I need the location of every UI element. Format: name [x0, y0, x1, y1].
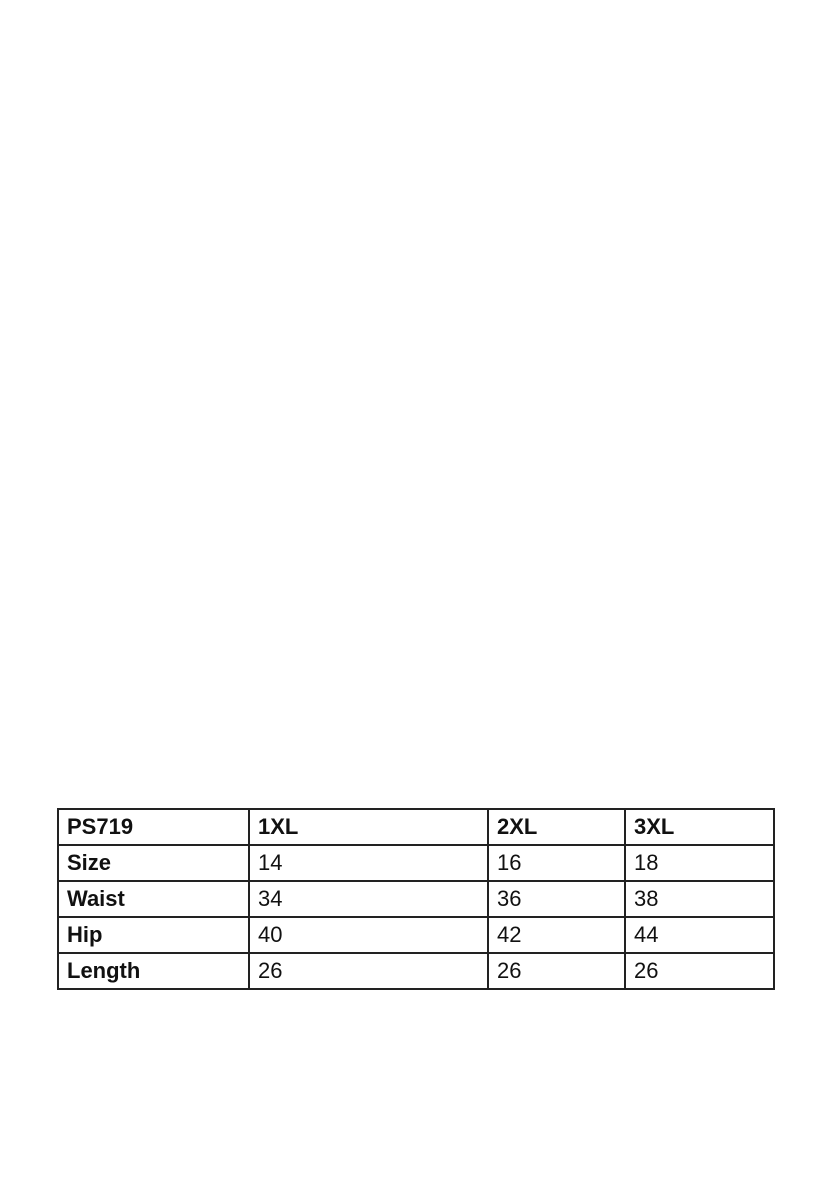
header-row: PS719 1XL 2XL 3XL — [57, 808, 775, 846]
table-cell: 26 — [624, 952, 775, 990]
header-cell: 1XL — [248, 808, 489, 846]
header-cell: 3XL — [624, 808, 775, 846]
size-table: PS719 1XL 2XL 3XL Size 14 16 18 Waist 34 36 38 H… — [57, 808, 775, 990]
table-cell: 16 — [487, 844, 626, 882]
table-cell: 38 — [624, 880, 775, 918]
table-cell: 34 — [248, 880, 489, 918]
row-label: Size — [57, 844, 250, 882]
table-cell: 18 — [624, 844, 775, 882]
table-cell: 42 — [487, 916, 626, 954]
table-cell: 14 — [248, 844, 489, 882]
table-cell: 26 — [248, 952, 489, 990]
table-row: Waist 34 36 38 — [57, 880, 775, 918]
table-row: Hip 40 42 44 — [57, 916, 775, 954]
row-label: Length — [57, 952, 250, 990]
table-cell: 36 — [487, 880, 626, 918]
header-cell: PS719 — [57, 808, 250, 846]
header-cell: 2XL — [487, 808, 626, 846]
table-row: Length 26 26 26 — [57, 952, 775, 990]
table-row: Size 14 16 18 — [57, 844, 775, 882]
row-label: Hip — [57, 916, 250, 954]
table-cell: 26 — [487, 952, 626, 990]
table-cell: 44 — [624, 916, 775, 954]
row-label: Waist — [57, 880, 250, 918]
table-cell: 40 — [248, 916, 489, 954]
